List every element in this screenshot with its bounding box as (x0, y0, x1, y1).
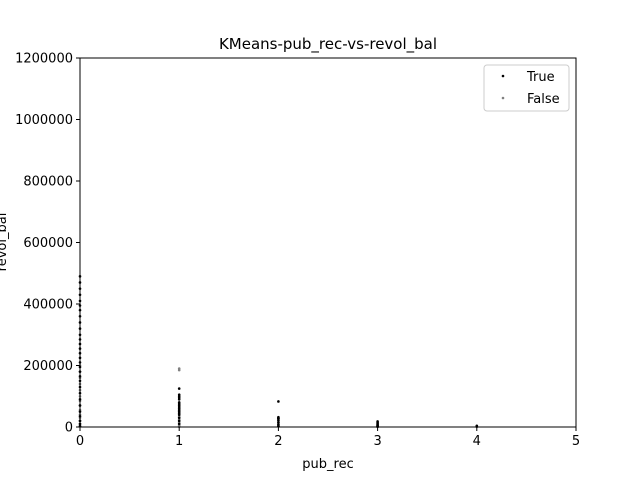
y-tick-label: 600000 (23, 236, 73, 251)
x-axis-label: pub_rec (302, 457, 353, 472)
legend-label-true: True (526, 70, 555, 85)
y-tick-label: 800000 (23, 175, 73, 190)
data-point-true (177, 416, 181, 420)
data-point-true (177, 398, 181, 401)
chart-title: KMeans-pub_rec-vs-revol_bal (219, 35, 437, 54)
y-tick-label: 200000 (23, 359, 73, 374)
legend: True False (483, 64, 570, 112)
plot-frame (79, 57, 577, 428)
data-point-true (177, 387, 181, 390)
y-tick-label: 1000000 (15, 113, 73, 128)
data-point-false (177, 368, 181, 372)
x-axis-ticks: 0 1 2 3 4 5 (76, 427, 580, 449)
data-point-true (277, 421, 280, 424)
y-axis-label: revol_bal (0, 213, 10, 272)
data-point-true (277, 418, 280, 422)
x-tick-label: 2 (274, 434, 282, 449)
data-point-true (277, 400, 280, 403)
legend-box (483, 64, 570, 112)
y-tick-label: 1200000 (15, 52, 73, 67)
x-tick-label: 1 (175, 434, 183, 449)
y-tick-label: 0 (65, 421, 73, 436)
data-point-true (177, 422, 181, 426)
x-tick-label: 5 (572, 434, 580, 449)
legend-label-false: False (527, 92, 560, 107)
y-axis-ticks: 0 200000 400000 600000 800000 1000000 1200000 (15, 52, 80, 436)
data-point-true (177, 413, 181, 417)
x-tick-label: 0 (76, 434, 84, 449)
legend-marker-true (501, 74, 505, 78)
x-tick-label: 3 (373, 434, 381, 449)
legend-marker-false (501, 96, 505, 100)
data-point-true (177, 419, 181, 423)
y-tick-label: 400000 (23, 298, 73, 313)
x-tick-label: 4 (473, 434, 481, 449)
